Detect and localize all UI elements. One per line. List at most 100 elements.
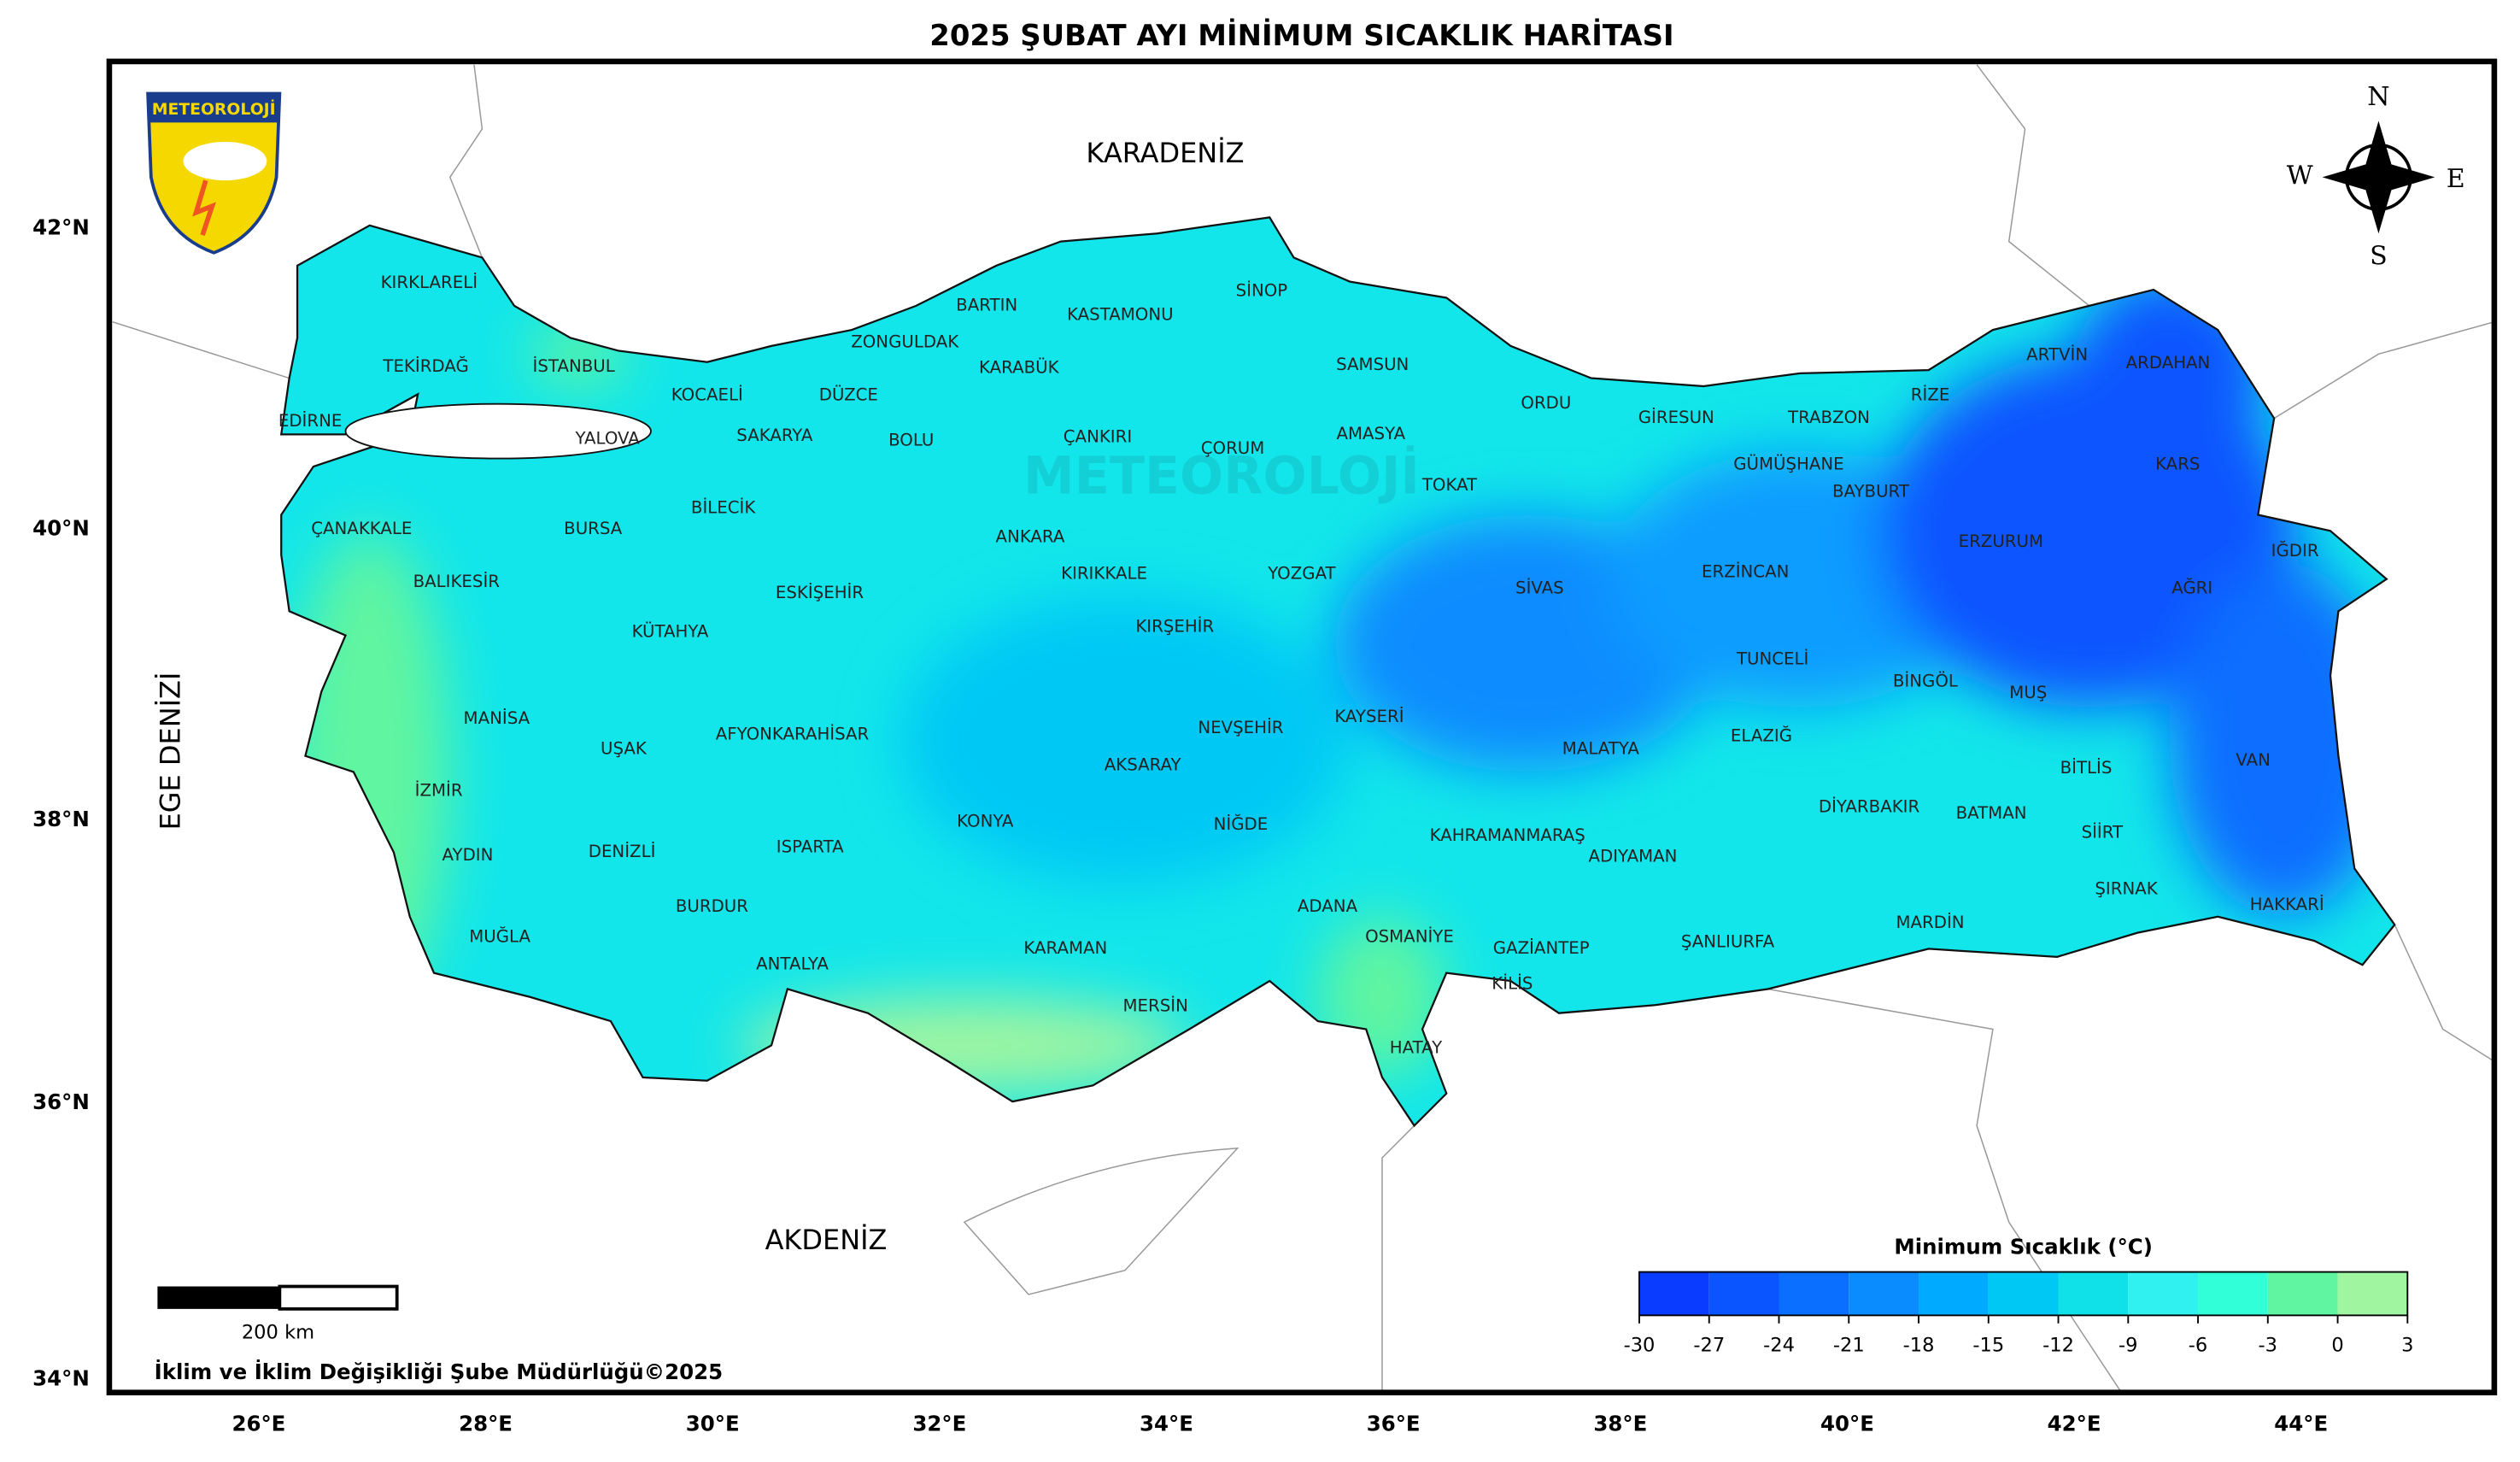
- province-label: AĞRI: [2171, 577, 2212, 597]
- colorbar-tick-label: -6: [2189, 1335, 2208, 1357]
- province-label: KARAMAN: [1023, 938, 1107, 958]
- province-label: SAKARYA: [736, 426, 813, 445]
- province-label: NİĞDE: [1214, 813, 1269, 834]
- province-label: ZONGULDAK: [851, 332, 959, 352]
- colorbar-tick-label: -24: [1763, 1335, 1795, 1357]
- province-label: MERSİN: [1123, 996, 1188, 1016]
- province-label: BATMAN: [1956, 803, 2027, 823]
- lat-label: 42°N: [32, 215, 90, 240]
- colorbar-segment: [1779, 1271, 1849, 1316]
- compass-rose: [2322, 120, 2435, 234]
- province-label: KASTAMONU: [1067, 305, 1174, 325]
- colorbar-title: Minimum Sıcaklık (°C): [1894, 1234, 2153, 1259]
- marmara-sea: [344, 402, 652, 460]
- province-label: TRABZON: [1787, 408, 1870, 427]
- colorbar-tick-label: -18: [1903, 1335, 1935, 1357]
- compass-letter: S: [2370, 241, 2388, 271]
- province-label: ÇANKIRI: [1064, 427, 1132, 447]
- logo: METEOROLOJİ: [146, 91, 282, 255]
- lon-label: 36°E: [1367, 1411, 1421, 1436]
- colorbar-outline: [1638, 1271, 2409, 1317]
- province-label: KARABÜK: [979, 358, 1060, 378]
- province-label: SAMSUN: [1336, 355, 1409, 374]
- compass-letter: E: [2447, 164, 2465, 194]
- province-label: GİRESUN: [1638, 408, 1714, 427]
- province-label: İSTANBUL: [533, 356, 615, 376]
- province-label: AKSARAY: [1105, 754, 1182, 774]
- colorbar-tick-label: 0: [2331, 1335, 2343, 1357]
- scale-bar: 200 km: [157, 1284, 399, 1344]
- lon-label: 34°E: [1140, 1411, 1193, 1436]
- province-label: ARDAHAN: [2126, 353, 2211, 373]
- title: 2025 ŞUBAT AYI MİNİMUM SICAKLIK HARİTASI: [929, 18, 1673, 52]
- lon-label: 44°E: [2274, 1411, 2328, 1436]
- province-label: ADIYAMAN: [1589, 847, 1678, 866]
- logo-text: METEOROLOJİ: [152, 98, 276, 119]
- province-label: ARTVİN: [2026, 345, 2088, 365]
- province-label: BİLECİK: [691, 497, 756, 517]
- colorbar: Minimum Sıcaklık (°C)-30 -27 -24 -21 -18 -15-…: [1624, 1234, 2414, 1356]
- province-label: AMASYA: [1336, 424, 1405, 443]
- colorbar-segment: [1708, 1271, 1779, 1316]
- province-label: KİLİS: [1491, 973, 1533, 993]
- province-label: KIRKLARELİ: [381, 273, 478, 292]
- province-label: TUNCELİ: [1736, 649, 1808, 668]
- province-label: UŞAK: [601, 739, 648, 759]
- province-label: KIRŞEHİR: [1135, 617, 1214, 637]
- colorbar-tick-label: -3: [2259, 1335, 2278, 1357]
- lon-label: 32°E: [912, 1411, 966, 1436]
- sea-label: AKDENİZ: [765, 1224, 888, 1256]
- province-label: KAYSERİ: [1334, 707, 1404, 726]
- province-label: MALATYA: [1562, 739, 1640, 759]
- colorbar-tick-label: -30: [1624, 1335, 1656, 1357]
- province-label: ŞIRNAK: [2095, 878, 2158, 898]
- province-label: GÜMÜŞHANE: [1733, 455, 1843, 474]
- province-label: KÜTAHYA: [632, 621, 709, 641]
- province-label: ANKARA: [996, 526, 1065, 546]
- colorbar-segment: [1919, 1271, 1989, 1316]
- province-label: BOLU: [888, 430, 934, 449]
- lon-label: 40°E: [1820, 1411, 1874, 1436]
- province-label: BİTLİS: [2060, 758, 2113, 778]
- province-label: TEKİRDAĞ: [382, 355, 468, 376]
- scale-label: 200 km: [242, 1322, 314, 1344]
- province-label: MUŞ: [2009, 683, 2047, 702]
- province-label: BARTIN: [956, 295, 1017, 314]
- colorbar-segment: [1849, 1271, 1919, 1316]
- province-label: ERZURUM: [1959, 531, 2043, 551]
- province-label: ÇANAKKALE: [311, 519, 412, 538]
- province-label: KARS: [2155, 455, 2200, 474]
- province-label: KAHRAMANMARAŞ: [1430, 825, 1585, 845]
- colorbar-tick-label: -9: [2119, 1335, 2138, 1357]
- province-label: ANTALYA: [756, 954, 829, 974]
- province-label: RİZE: [1911, 385, 1950, 405]
- province-label: IĞDIR: [2271, 540, 2319, 561]
- lon-label: 38°E: [1593, 1411, 1647, 1436]
- compass-letter: W: [2287, 161, 2313, 191]
- sea-label: EGE DENİZİ: [154, 672, 186, 831]
- province-label: ELAZIĞ: [1731, 725, 1792, 746]
- province-label: DENİZLİ: [589, 842, 656, 861]
- colorbar-segment: [1639, 1271, 1709, 1316]
- colorbar-tick-label: -15: [1972, 1335, 2004, 1357]
- sea-label: KARADENİZ: [1086, 137, 1244, 169]
- lon-label: 28°E: [459, 1411, 513, 1436]
- province-label: SİNOP: [1236, 280, 1288, 300]
- colorbar-segment: [2337, 1271, 2408, 1316]
- colorbar-segment: [1988, 1271, 2059, 1316]
- province-label: NEVŞEHİR: [1198, 718, 1283, 737]
- province-label: ÇORUM: [1201, 438, 1265, 458]
- province-label: İZMİR: [415, 781, 463, 801]
- province-label: SİVAS: [1515, 578, 1564, 597]
- province-label: AFYONKARAHİSAR: [716, 725, 870, 744]
- colorbar-tick-label: -27: [1693, 1335, 1725, 1357]
- compass-letter: N: [2367, 82, 2389, 112]
- province-label: YALOVA: [575, 429, 641, 449]
- province-label: OSMANİYE: [1365, 927, 1454, 947]
- province-label: BURSA: [564, 519, 623, 538]
- map-frame: [106, 58, 2498, 1395]
- province-label: BİNGÖL: [1893, 672, 1958, 691]
- province-label: ŞANLIURFA: [1681, 931, 1775, 951]
- colorbar-tick-label: -21: [1833, 1335, 1865, 1357]
- province-label: ERZİNCAN: [1702, 562, 1789, 582]
